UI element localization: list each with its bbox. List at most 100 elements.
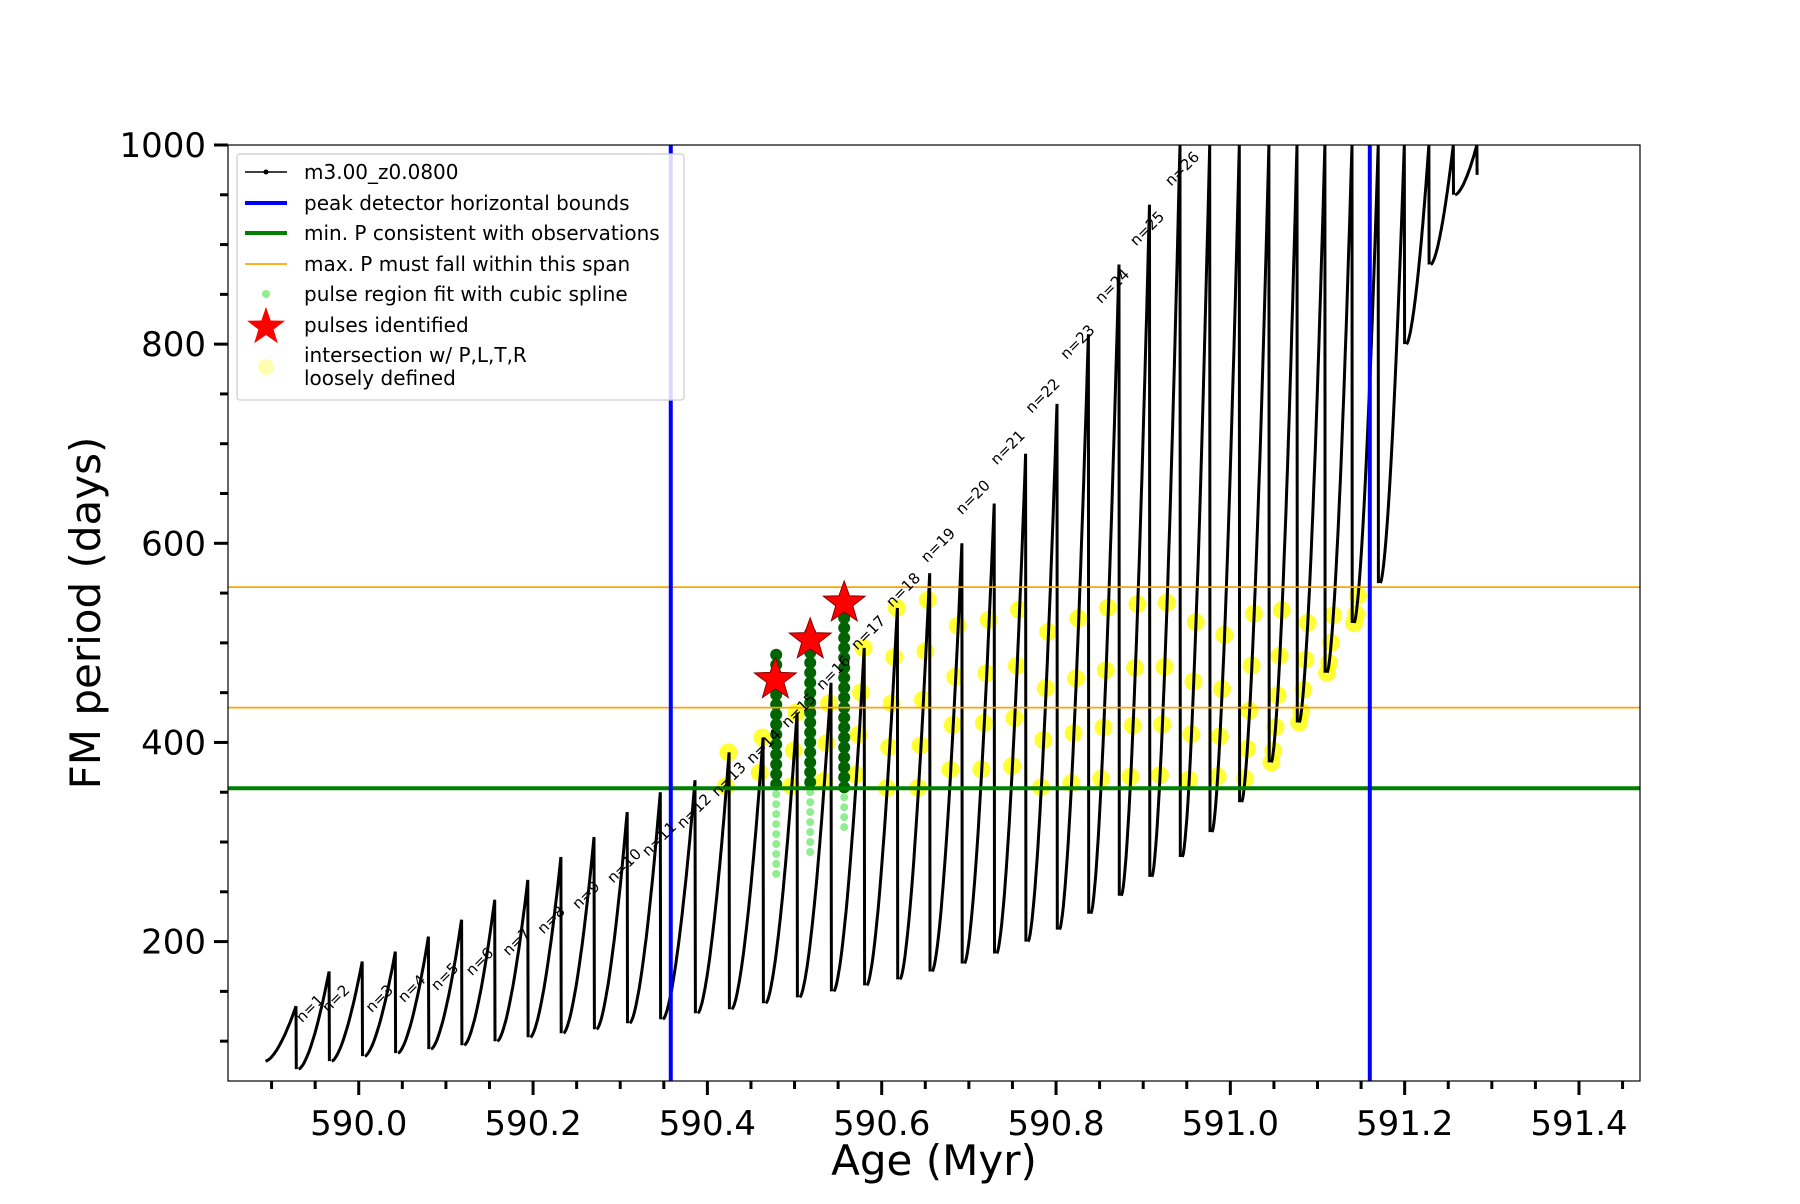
spline-fit-point: [804, 726, 817, 739]
x-tick-label: 590.2: [484, 1104, 581, 1144]
model-cycle-track: [496, 879, 530, 1043]
spline-fit-point: [772, 800, 781, 809]
model-cycle-track: [798, 682, 833, 999]
legend-label: peak detector horizontal bounds: [304, 191, 630, 215]
legend-swatch-marker: [263, 169, 269, 175]
spline-fit-point: [770, 758, 783, 771]
spline-fit-point: [770, 708, 783, 721]
model-cycle-track: [463, 899, 497, 1047]
spline-fit-point: [772, 820, 781, 829]
spline-fit-point: [806, 798, 815, 807]
spline-fit-point: [806, 828, 815, 837]
spline-fit-point: [772, 840, 781, 848]
spline-fit-point: [770, 718, 783, 731]
model-cycle-track: [1297, 145, 1327, 724]
legend-label-line: max. P must fall within this span: [304, 252, 630, 276]
model-cycle-track: [930, 543, 964, 973]
model-cycle-track: [1430, 145, 1455, 266]
legend-label-line: intersection w/ P,L,T,R: [304, 343, 527, 367]
pulses-identified-layer: [752, 579, 867, 699]
model-cycle-track: [1210, 145, 1242, 833]
spline-fit-point: [804, 746, 817, 759]
model-cycle-track: [430, 919, 464, 1051]
spline-fit-point: [838, 711, 851, 724]
legend-label-line: m3.00_z0.0800: [304, 160, 459, 184]
spline-fit-point: [772, 869, 781, 878]
x-tick-label: 591.4: [1530, 1104, 1627, 1144]
x-tick-label: 590.8: [1007, 1104, 1104, 1144]
spline-fit-point: [804, 656, 817, 669]
legend-label: intersection w/ P,L,T,R loosely defined: [304, 343, 527, 390]
legend-label-line: pulse region fit with cubic spline: [304, 282, 628, 306]
legend-label-line: min. P consistent with observations: [304, 221, 660, 245]
spline-fit-point: [838, 621, 851, 634]
x-tick-label: 590.4: [659, 1104, 756, 1144]
spline-fit-point: [804, 756, 817, 769]
model-track-layer: [265, 145, 1479, 1071]
spline-fit-point: [804, 696, 817, 709]
model-cycle-track: [995, 453, 1028, 955]
model-cycle-track: [1089, 264, 1121, 915]
pulse-identified-star: [787, 616, 833, 659]
model-cycle-track: [628, 792, 663, 1025]
model-cycle-track: [963, 503, 996, 965]
model-cycle-track: [865, 607, 900, 987]
spline-fit-point: [838, 671, 851, 684]
spline-fit-point: [806, 808, 815, 817]
spline-fit-point: [770, 648, 783, 661]
legend-label: pulse region fit with cubic spline: [304, 282, 628, 306]
legend-label-line: loosely defined: [304, 366, 456, 390]
legend-swatch-circle: [258, 359, 274, 375]
axes-layer: 590.0 590.2 590.4 590.6 590.8 591.0 591.2 591.4…: [119, 126, 1627, 1144]
pulse-identified-star: [752, 656, 798, 699]
legend-label: m3.00_z0.0800: [304, 160, 459, 184]
y-tick-label: 600: [141, 524, 206, 564]
model-cycle-track: [1119, 204, 1152, 897]
model-cycle-track: [397, 936, 431, 1055]
plot-frame: [227, 144, 1641, 1082]
model-cycle-track: [1180, 145, 1212, 858]
model-cycle-track: [1405, 145, 1431, 346]
legend-swatch-star: [247, 307, 285, 344]
spline-fit-point: [806, 838, 815, 846]
legend-swatch-dot: [262, 290, 270, 298]
model-cycle-track: [1352, 145, 1380, 624]
x-tick-label: 591.2: [1356, 1104, 1453, 1144]
pulse-identified-star: [821, 579, 867, 623]
spline-fit-point: [838, 651, 851, 664]
spline-fit-point: [770, 728, 783, 741]
spline-fit-point: [838, 641, 851, 654]
spline-fit-point: [770, 738, 783, 751]
spline-fit-point: [838, 761, 851, 774]
spline-fit-point: [804, 766, 817, 779]
spline-fit-point: [840, 803, 849, 812]
model-cycle-track: [529, 856, 563, 1039]
spline-fit-point: [770, 748, 783, 761]
x-axis-title: Age (Myr): [831, 1136, 1037, 1185]
model-cycle-track: [730, 737, 765, 1011]
spline-fit-point: [804, 666, 817, 679]
spline-fit-point: [772, 859, 781, 868]
spline-fit-point: [770, 768, 783, 781]
spline-fit-point: [840, 823, 849, 832]
model-cycle-track: [1240, 145, 1271, 803]
legend-label-line: pulses identified: [304, 313, 469, 337]
model-cycle-track: [1269, 145, 1299, 763]
y-tick-label: 1000: [119, 126, 206, 166]
spline-fit-point: [840, 813, 849, 822]
model-cycle-track: [562, 836, 596, 1035]
spline-fit-point: [806, 818, 815, 827]
spline-fit-point: [804, 706, 817, 719]
model-cycle-track: [331, 961, 364, 1063]
spline-fit-point: [804, 716, 817, 729]
spline-fit-point: [804, 736, 817, 749]
legend-label: min. P consistent with observations: [304, 221, 660, 245]
spline-fit-point: [806, 848, 815, 856]
horizontal-bounds-layer: [228, 586, 1640, 791]
model-cycle-track: [661, 780, 697, 1021]
spline-fit-point: [838, 741, 851, 754]
legend-label: pulses identified: [304, 313, 469, 337]
model-cycle-track: [764, 712, 799, 1005]
